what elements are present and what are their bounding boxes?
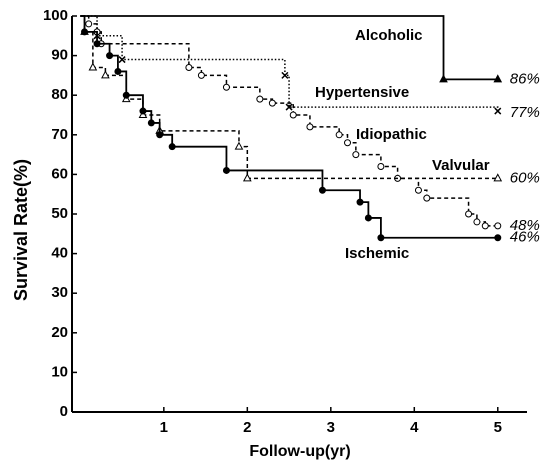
series-label: Idiopathic (356, 126, 427, 143)
end-label: 48% (510, 217, 540, 234)
x-tick-label: 4 (410, 419, 419, 436)
marker (494, 234, 502, 242)
marker (234, 141, 244, 150)
marker (318, 186, 326, 194)
marker (81, 28, 89, 36)
marker (139, 107, 147, 115)
x-tick-label: 3 (327, 419, 335, 436)
marker (118, 56, 126, 64)
marker (185, 63, 193, 71)
marker (494, 107, 502, 115)
y-tick-label: 10 (51, 363, 68, 380)
marker (242, 173, 252, 182)
marker (222, 166, 230, 174)
marker (377, 162, 385, 170)
marker (93, 40, 101, 48)
survival-curve (80, 15, 498, 239)
y-tick-label: 40 (51, 245, 68, 262)
marker (335, 131, 343, 139)
y-tick-label: 100 (43, 7, 68, 24)
end-label: 46% (510, 229, 540, 246)
survival-curve (80, 15, 498, 81)
marker (222, 83, 230, 91)
marker (306, 123, 314, 131)
marker (168, 143, 176, 151)
marker (268, 99, 276, 107)
marker (106, 52, 114, 60)
marker (423, 194, 431, 202)
y-tick-label: 80 (51, 86, 68, 103)
marker (493, 74, 503, 83)
marker (473, 218, 481, 226)
marker (156, 131, 164, 139)
marker (85, 20, 93, 28)
x-axis-label: Follow-up(yr) (249, 443, 350, 460)
series-label: Ischemic (345, 245, 409, 262)
series-label: Hypertensive (315, 84, 409, 101)
marker (122, 91, 130, 99)
y-tick-label: 50 (51, 205, 68, 222)
marker (481, 222, 489, 230)
marker (285, 103, 293, 111)
end-label: 86% (510, 70, 540, 87)
marker (289, 111, 297, 119)
y-axis-label: Survival Rate(%) (11, 159, 31, 301)
marker (439, 74, 448, 83)
y-tick-label: 60 (51, 165, 68, 182)
marker (256, 95, 264, 103)
x-tick-label: 2 (243, 419, 251, 436)
marker (377, 234, 385, 242)
marker (494, 222, 502, 230)
x-tick-label: 1 (160, 419, 168, 436)
marker (101, 70, 110, 79)
y-tick-label: 0 (60, 403, 68, 420)
marker (197, 71, 205, 79)
y-tick-label: 90 (51, 47, 68, 64)
y-tick-label: 30 (51, 284, 68, 301)
marker (114, 67, 122, 75)
marker (88, 62, 98, 71)
marker (352, 151, 360, 159)
survival-curve (80, 15, 498, 227)
x-tick-label: 5 (494, 419, 502, 436)
marker (465, 210, 473, 218)
series-label: Alcoholic (355, 27, 423, 44)
marker (147, 119, 155, 127)
marker (364, 214, 372, 222)
marker (493, 173, 503, 182)
marker (281, 71, 289, 79)
marker (414, 186, 422, 194)
y-tick-label: 70 (51, 126, 68, 143)
series-label: Valvular (432, 157, 490, 174)
end-label: 77% (510, 104, 540, 121)
y-tick-label: 20 (51, 324, 68, 341)
marker (356, 198, 364, 206)
end-label: 60% (510, 169, 540, 186)
marker (344, 139, 352, 147)
